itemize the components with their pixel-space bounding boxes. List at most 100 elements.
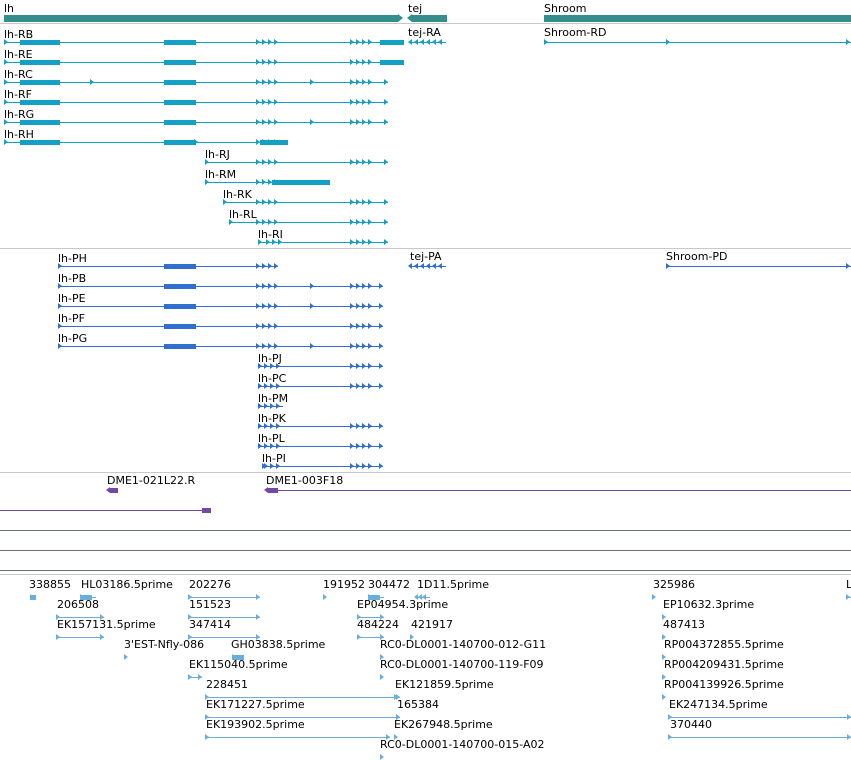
strand-arrow-right-icon (268, 39, 272, 45)
strand-arrow-right-icon (662, 634, 666, 640)
exon-block (20, 39, 60, 45)
strand-arrow-right-icon (368, 59, 372, 65)
transcript-label[interactable]: lh-RM (205, 168, 237, 181)
transcript-label[interactable]: lh-RK (223, 188, 252, 201)
protein-label[interactable]: lh-PL (258, 432, 285, 445)
est-label[interactable]: RP004139926.5prime (664, 678, 784, 691)
strand-arrow-right-icon (258, 403, 262, 409)
strand-arrow-right-icon (268, 303, 272, 309)
track-separator (0, 570, 851, 571)
gene-bar-lh (4, 14, 398, 22)
strand-arrow-right-icon (262, 99, 266, 105)
est-label[interactable]: 487413 (663, 618, 705, 631)
transcript-label[interactable]: lh-RG (4, 108, 35, 121)
est-label[interactable]: EK193902.5prime (206, 718, 305, 731)
est-block (232, 654, 244, 660)
protein-label[interactable]: Shroom-PD (666, 250, 728, 263)
transcript-label[interactable]: lh-RI (258, 228, 283, 241)
transcript-label[interactable]: lh-RL (229, 208, 257, 221)
est-label[interactable]: GH03838.5prime (231, 638, 326, 651)
strand-arrow-right-icon (350, 79, 354, 85)
transcript-label[interactable]: tej-RA (408, 26, 441, 39)
est-label[interactable]: 228451 (206, 678, 248, 691)
est-label[interactable]: 347414 (189, 618, 231, 631)
protein-label[interactable]: lh-PI (262, 452, 286, 465)
transcript-line (205, 162, 388, 163)
est-label[interactable]: EK115040.5prime (189, 658, 288, 671)
strand-arrow-right-icon (350, 323, 354, 329)
est-label[interactable]: RC0-DL0001-140700-119-F09 (380, 658, 544, 671)
strand-arrow-left-icon (420, 263, 424, 269)
est-label[interactable]: RP004209431.5prime (664, 658, 784, 671)
transcript-label[interactable]: lh-RC (4, 68, 33, 81)
clone-label[interactable]: DME1-021L22.R (107, 474, 196, 487)
est-label[interactable]: EK157131.5prime (57, 618, 156, 631)
est-label[interactable]: EK171227.5prime (206, 698, 305, 711)
protein-label[interactable]: lh-PF (58, 312, 85, 325)
est-label[interactable]: L (846, 578, 851, 591)
strand-arrow-right-icon (379, 283, 383, 289)
protein-label[interactable]: lh-PK (258, 412, 286, 425)
est-label[interactable]: 206508 (57, 598, 99, 611)
est-label[interactable]: EK247134.5prime (669, 698, 768, 711)
est-label[interactable]: HL03186.5prime (81, 578, 173, 591)
transcript-label[interactable]: lh-RE (4, 48, 33, 61)
strand-arrow-right-icon (310, 119, 314, 125)
strand-arrow-right-icon (274, 303, 278, 309)
strand-arrow-right-icon (356, 463, 360, 469)
gene-label-lh[interactable]: lh (4, 2, 15, 15)
strand-arrow-right-icon (846, 39, 850, 45)
est-label[interactable]: 370440 (670, 718, 712, 731)
est-label[interactable]: RP004372855.5prime (664, 638, 784, 651)
est-label[interactable]: 202276 (189, 578, 231, 591)
clone-label[interactable]: DME1-003F18 (266, 474, 344, 487)
protein-label[interactable]: lh-PH (58, 252, 87, 265)
transcript-label[interactable]: lh-RJ (205, 148, 230, 161)
strand-arrow-right-icon (264, 463, 268, 469)
est-label[interactable]: EP04954.3prime (357, 598, 449, 611)
transcript-label[interactable]: Shroom-RD (544, 26, 607, 39)
protein-label[interactable]: lh-PB (58, 272, 87, 285)
protein-label[interactable]: tej-PA (410, 250, 442, 263)
strand-arrow-right-icon (256, 139, 260, 145)
est-label[interactable]: 151523 (189, 598, 231, 611)
strand-arrow-right-icon (256, 263, 260, 269)
est-label[interactable]: 1D11.5prime (417, 578, 490, 591)
protein-label[interactable]: lh-PG (58, 332, 88, 345)
strand-arrow-left-icon (106, 487, 110, 493)
est-label[interactable]: RC0-DL0001-140700-015-A02 (380, 738, 545, 751)
strand-arrow-right-icon (357, 634, 361, 640)
est-label[interactable]: EK267948.5prime (394, 718, 493, 731)
protein-label[interactable]: lh-PC (258, 372, 287, 385)
strand-arrow-right-icon (362, 59, 366, 65)
gene-label-shroom[interactable]: Shroom (544, 2, 587, 15)
strand-arrow-right-icon (205, 179, 209, 185)
strand-arrow-right-icon (256, 614, 260, 620)
gene-label-tej[interactable]: tej (408, 2, 423, 15)
protein-label[interactable]: lh-PM (258, 392, 289, 405)
strand-arrow-right-icon (268, 263, 272, 269)
transcript-label[interactable]: lh-RH (4, 128, 34, 141)
est-label[interactable]: 338855 (29, 578, 71, 591)
est-label[interactable]: 421917 (411, 618, 453, 631)
strand-arrow-right-icon (350, 343, 354, 349)
strand-arrow-right-icon (268, 59, 272, 65)
strand-arrow-right-icon (274, 219, 278, 225)
est-label[interactable]: 484224 (357, 618, 399, 631)
est-label[interactable]: RC0-DL0001-140700-012-G11 (380, 638, 547, 651)
transcript-label[interactable]: lh-RB (4, 28, 34, 41)
est-label[interactable]: EK121859.5prime (395, 678, 494, 691)
est-label[interactable]: EP10632.3prime (663, 598, 755, 611)
transcript-label[interactable]: lh-RF (4, 88, 32, 101)
strand-arrow-right-icon (394, 694, 398, 700)
est-label[interactable]: 304472 (368, 578, 410, 591)
strand-arrow-right-icon (362, 159, 366, 165)
protein-label[interactable]: lh-PJ (258, 352, 282, 365)
est-label[interactable]: 325986 (653, 578, 695, 591)
strand-arrow-right-icon (262, 263, 266, 269)
strand-arrow-right-icon (652, 594, 656, 600)
est-label[interactable]: 191952 (323, 578, 365, 591)
protein-label[interactable]: lh-PE (58, 292, 86, 305)
est-label[interactable]: 165384 (397, 698, 439, 711)
est-label[interactable]: 3'EST-Nfly-086 (124, 638, 205, 651)
